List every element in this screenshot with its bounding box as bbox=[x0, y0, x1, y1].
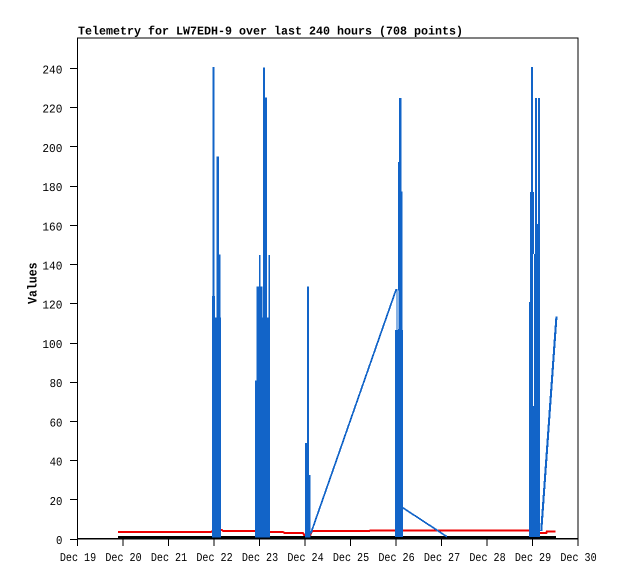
svg-text:0: 0 bbox=[56, 534, 62, 548]
svg-text:Dec 20: Dec 20 bbox=[105, 551, 141, 565]
svg-text:Dec 26: Dec 26 bbox=[378, 551, 414, 565]
svg-text:Values: Values bbox=[26, 262, 41, 304]
svg-text:20: 20 bbox=[50, 495, 63, 509]
svg-text:Dec 28: Dec 28 bbox=[469, 551, 505, 565]
svg-text:Dec 29: Dec 29 bbox=[515, 551, 551, 565]
svg-text:Dec 24: Dec 24 bbox=[287, 551, 323, 565]
svg-text:240: 240 bbox=[42, 63, 62, 77]
svg-text:100: 100 bbox=[42, 338, 62, 352]
svg-text:220: 220 bbox=[42, 103, 62, 117]
svg-text:Dec 25: Dec 25 bbox=[333, 551, 369, 565]
svg-text:Dec 21: Dec 21 bbox=[151, 551, 187, 565]
svg-text:200: 200 bbox=[42, 142, 62, 156]
svg-text:Dec 23: Dec 23 bbox=[242, 551, 278, 565]
svg-text:160: 160 bbox=[42, 220, 62, 234]
svg-text:180: 180 bbox=[42, 181, 62, 195]
svg-text:60: 60 bbox=[50, 416, 63, 430]
svg-text:40: 40 bbox=[50, 456, 63, 470]
svg-text:140: 140 bbox=[42, 260, 62, 274]
svg-text:Telemetry for LW7EDH-9 over la: Telemetry for LW7EDH-9 over last 240 hou… bbox=[78, 25, 463, 39]
svg-text:120: 120 bbox=[42, 299, 62, 313]
svg-text:Dec 22: Dec 22 bbox=[196, 551, 232, 565]
svg-text:80: 80 bbox=[50, 377, 63, 391]
svg-text:Dec 30: Dec 30 bbox=[560, 551, 596, 565]
svg-text:Dec 19: Dec 19 bbox=[60, 551, 96, 565]
svg-text:Dec 27: Dec 27 bbox=[424, 551, 460, 565]
